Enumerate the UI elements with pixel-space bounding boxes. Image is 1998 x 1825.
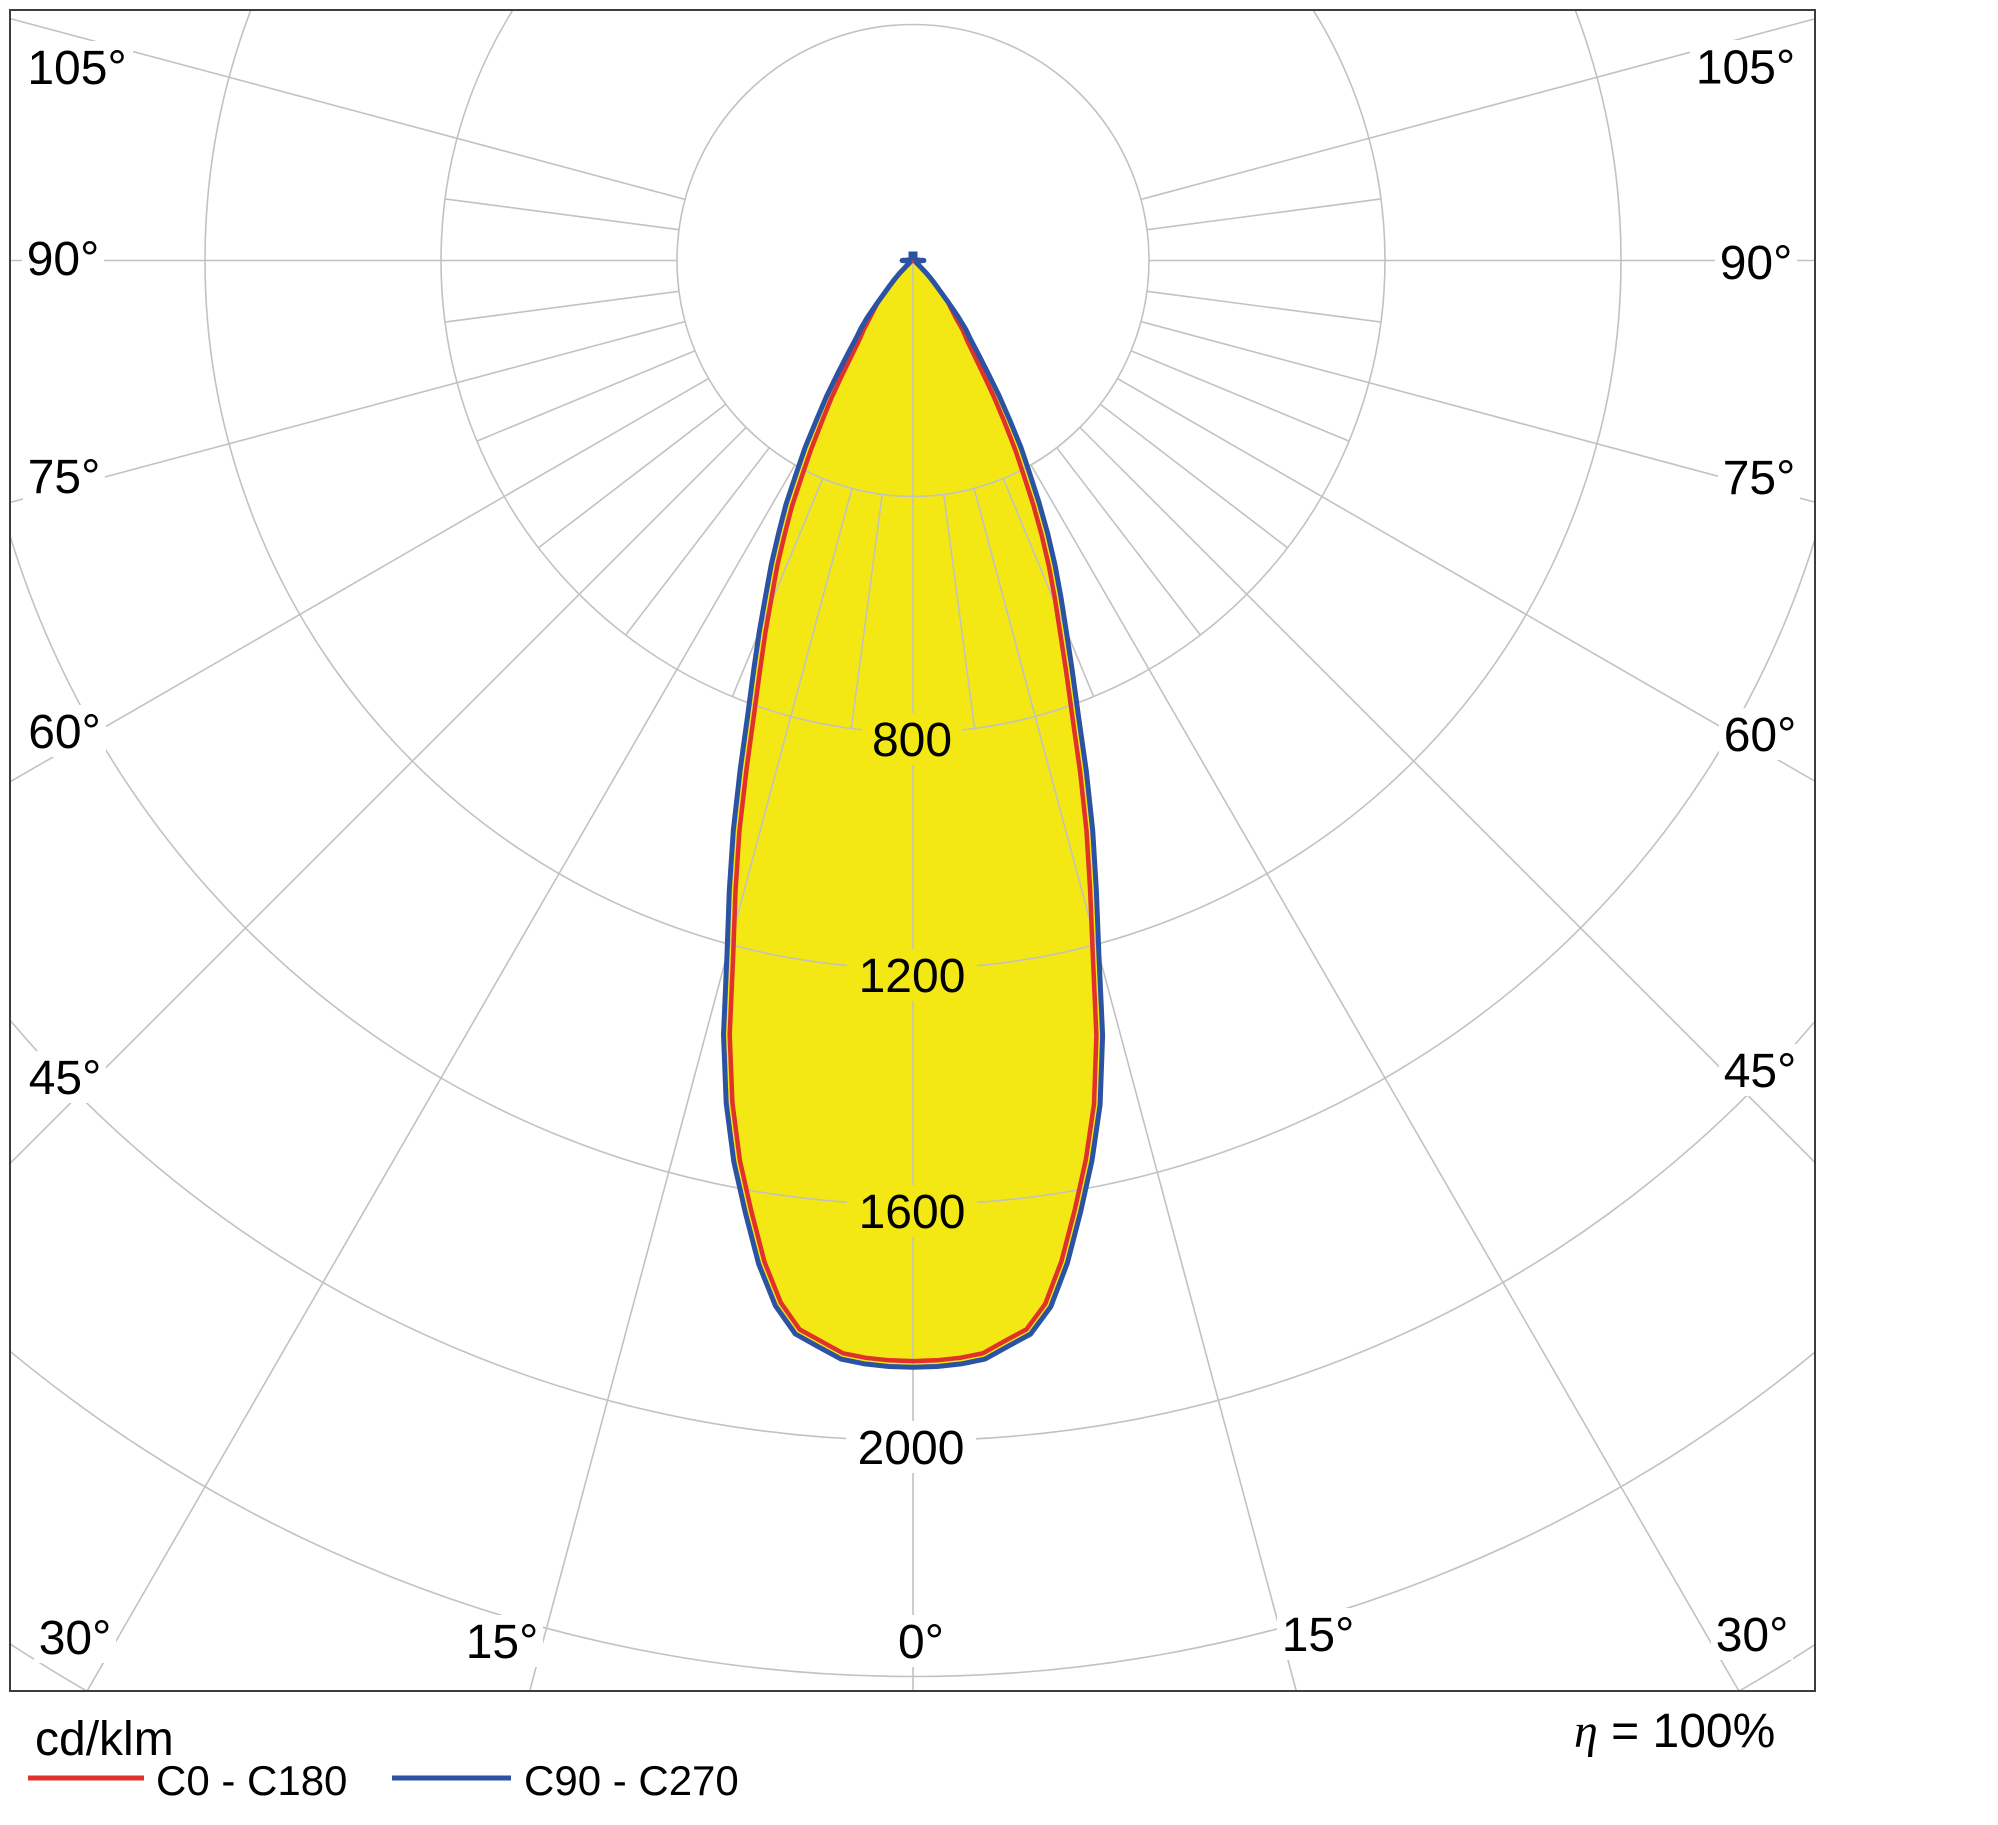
svg-text:1600: 1600	[859, 1186, 966, 1239]
svg-text:15°: 15°	[1282, 1609, 1355, 1662]
svg-text:60°: 60°	[1724, 709, 1797, 762]
svg-text:cd/klm: cd/klm	[35, 1713, 174, 1766]
svg-text:105°: 105°	[1696, 42, 1795, 95]
svg-text:90°: 90°	[1720, 237, 1793, 290]
svg-text:105°: 105°	[27, 42, 126, 95]
svg-text:90°: 90°	[27, 233, 100, 286]
svg-text:75°: 75°	[1723, 452, 1796, 505]
svg-text:C0 - C180: C0 - C180	[156, 1757, 347, 1804]
svg-text:30°: 30°	[39, 1612, 112, 1665]
svg-text:30°: 30°	[1716, 1609, 1789, 1662]
svg-text:C90 - C270: C90 - C270	[524, 1757, 739, 1804]
svg-text:800: 800	[872, 714, 952, 767]
svg-text:45°: 45°	[29, 1052, 102, 1105]
svg-text:1200: 1200	[859, 950, 966, 1003]
svg-text:15°: 15°	[466, 1616, 539, 1669]
svg-text:2000: 2000	[858, 1422, 965, 1475]
svg-text:75°: 75°	[28, 451, 101, 504]
svg-text:η = 100%: η = 100%	[1574, 1705, 1775, 1758]
svg-text:45°: 45°	[1724, 1045, 1797, 1098]
svg-text:0°: 0°	[898, 1616, 944, 1669]
svg-text:60°: 60°	[28, 706, 101, 759]
